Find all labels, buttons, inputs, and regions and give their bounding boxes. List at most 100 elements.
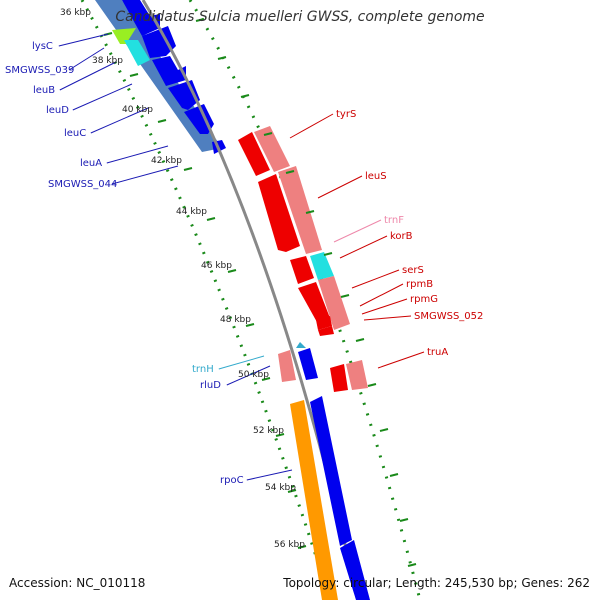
reverse-gene-labels: tyrS leuS trnF korB serS rpmB rpmG SMGWSS_052tr… [336,109,483,358]
leader-line-rpmb [359,283,404,307]
tick-label-48-kbp: 48 kbp [220,315,251,325]
inner-tick-mark [206,217,216,221]
inner-tick-mark [275,433,285,437]
outer-tick-mark [285,170,295,174]
tick-label-50-kbp: 50 kbp [238,370,269,380]
gene-label-leub: leuB [33,85,55,96]
gene-label-rpmb: rpmB [406,279,433,290]
accession-label: Accession: NC_010118 [9,576,146,590]
leader-line-leuc [90,107,149,134]
gene-rpoC-blue-2 [340,540,370,600]
gene-leuC-a [152,56,186,86]
inner-tick-mark [297,545,307,549]
outer-tick-mark [407,563,417,567]
leader-line-leub [59,61,117,91]
gene-label-trua: truA [427,347,448,358]
tick-label-42-kbp: 42 kbp [151,156,182,166]
gene-label-trnf: trnF [384,215,404,226]
leader-line-trnh [218,355,265,370]
gene-label-tyrs: tyrS [336,109,356,120]
gene-label-korb: korB [390,231,413,242]
leader-line-leus [317,175,363,199]
gene-leuB [122,0,160,36]
gene-serS-dark [298,282,330,324]
genome-summary: Topology: circular; Length: 245,530 bp; … [283,576,590,590]
leader-line-tyrs [289,113,334,139]
kbp-tick-labels: 36 kbp 38 kbp 40 kbp 42 kbp 44 kbp 46 kbp 48 k… [60,8,305,550]
inner-tick-mark [245,323,255,327]
gene-tyrS-light [254,126,290,172]
outer-tick-mark [340,294,350,298]
outer-tick-mark [323,252,333,256]
gene-label-leud: leuD [46,105,69,116]
leader-line-rpmg [361,298,408,315]
inner-tick-mark [157,119,167,123]
leader-line-smgwss-039 [68,47,105,71]
leader-line-trua [377,351,425,369]
outer-tick-mark [240,94,250,98]
tick-label-46-kbp: 46 kbp [201,261,232,271]
gene-leuA [184,104,214,134]
outer-tick-mark [367,383,377,387]
inner-tick-mark [183,167,193,171]
leader-line-smgwss-052 [363,315,412,321]
leader-line-smgwss-044 [111,165,179,185]
gene-rpmB [316,316,332,330]
gene-SMGWSS-039 [124,40,150,66]
tick-label-54-kbp: 54 kbp [265,483,296,493]
gene-lysC [112,28,136,44]
leader-line-rlud [226,365,271,386]
leader-line-korb [339,235,388,259]
gene-label-trnh: trnH [192,364,214,375]
gene-serS-light [318,276,350,330]
inner-tick-mark [287,489,297,493]
gene-rluD [298,348,318,380]
gene-label-leuc: leuC [64,128,86,139]
tick-label-40-kbp: 40 kbp [122,105,153,115]
outer-tick-mark [379,428,389,432]
outer-ticks [103,18,417,567]
map-title: Candidatus Sulcia muelleri GWSS, complet… [115,9,485,25]
gene-label-rpoc: rpoC [220,475,244,486]
gene-trnF [310,252,334,280]
outer-tick-mark [305,210,315,214]
leader-line-sers [351,269,400,289]
gene-tyrS-dark [238,132,270,176]
gene-trnH-marker [296,342,306,348]
gene-rpoC-blue [310,396,352,546]
gene-label-smgwss-039: SMGWSS_039 [5,65,74,76]
tick-label-56-kbp: 56 kbp [274,540,305,550]
gene-label-lysc: lysC [32,41,53,52]
gene-leuS-dark [258,174,300,252]
outer-tick-mark [399,518,409,522]
outer-tick-mark [195,18,205,22]
gene-trnH-light [278,350,296,382]
leader-line-leud [72,83,133,111]
leader-line-rpoc [246,469,293,481]
inner-tick-mark [227,269,237,273]
gene-label-leus: leuS [365,171,387,182]
gene-leuD [142,26,176,58]
gene-truA-dark [330,364,348,392]
gene-korB [290,256,314,284]
outer-tick-mark [263,132,273,136]
gene-truA-light [346,360,368,390]
gene-rpoC-orange [290,400,338,600]
gene-rpmG [318,326,334,336]
tick-label-38-kbp: 38 kbp [92,56,123,66]
leader-line-lysc [58,33,109,47]
inner-tick-mark [129,73,139,77]
gene-leuS-light [278,166,322,254]
tick-label-36-kbp: 36 kbp [60,8,91,18]
gene-label-smgwss-052: SMGWSS_052 [414,311,483,322]
outer-tick-mark [355,338,365,342]
leader-line-leua [106,145,169,164]
forward-gene-labels: lysC SMGWSS_039 leuB leuD leuC leuA SMGWSS_044… [5,41,244,486]
reverse-label-lines [289,113,425,369]
tick-label-52-kbp: 52 kbp [253,426,284,436]
inner-tick-mark [261,377,271,381]
gene-label-leua: leuA [80,158,102,169]
gene-label-sers: serS [402,265,424,276]
gene-label-rpmg: rpmG [410,294,438,305]
